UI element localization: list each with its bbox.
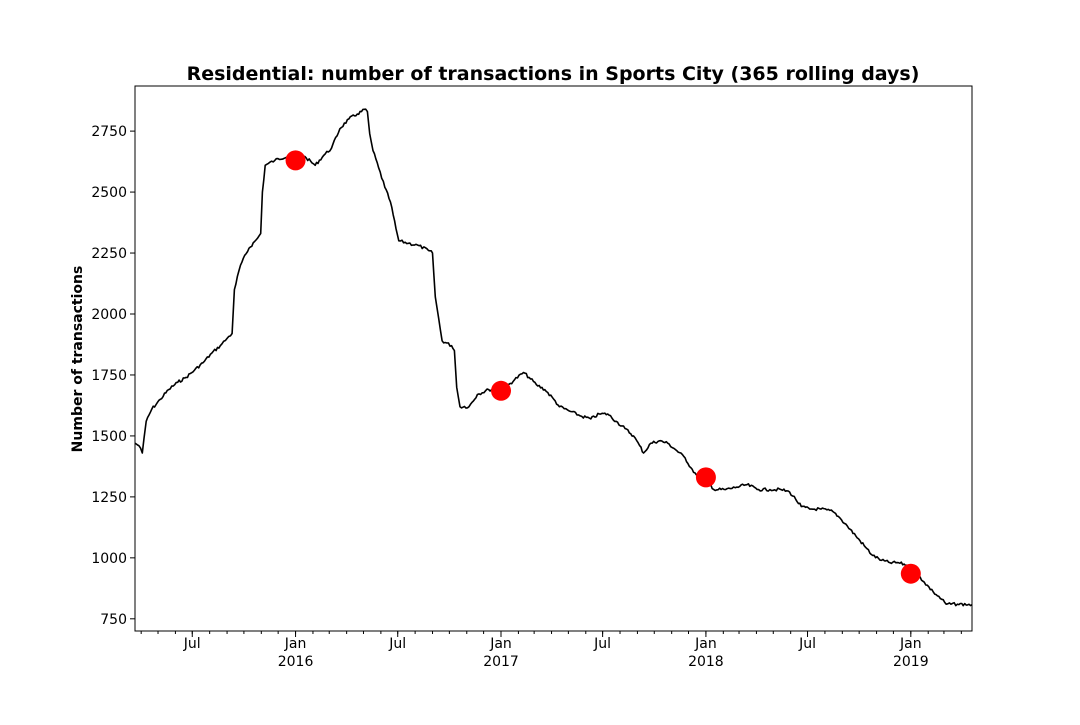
x-tick-label: Jul	[798, 636, 816, 652]
plot-frame	[134, 85, 973, 632]
x-tick-year-label: 2019	[893, 654, 929, 670]
y-tick-label: 2000	[91, 307, 127, 323]
year-start-marker	[900, 563, 921, 584]
plot-area: 750 1000 1250 1500 1750 2000 2250 2500 2750 Jul Ja…	[91, 85, 973, 670]
year-start-marker	[695, 467, 716, 488]
year-start-marker	[491, 380, 512, 401]
x-tick-year-label: 2017	[483, 654, 519, 670]
y-tick-label: 1250	[91, 490, 127, 506]
x-tick-label: Jan	[694, 636, 717, 652]
y-tick-label: 1750	[91, 368, 127, 384]
chart-title: Residential: number of transactions in S…	[187, 63, 920, 85]
x-tick-label: Jul	[593, 636, 611, 652]
y-tick-label: 1000	[91, 551, 127, 567]
y-tick-label: 750	[100, 612, 127, 628]
x-tick-label: Jan	[489, 636, 512, 652]
x-tick-year-label: 2018	[688, 654, 724, 670]
series-line	[134, 108, 973, 607]
x-tick-label: Jul	[388, 636, 406, 652]
x-tick-label: Jan	[284, 636, 307, 652]
year-start-marker	[285, 150, 306, 171]
y-tick-label: 1500	[91, 429, 127, 445]
y-tick-label: 2500	[91, 185, 127, 201]
x-tick-year-label: 2016	[278, 654, 314, 670]
y-tick-label: 2250	[91, 246, 127, 262]
y-tick-label: 2750	[91, 124, 127, 140]
x-tick-label: Jul	[183, 636, 201, 652]
x-tick-label: Jan	[899, 636, 922, 652]
y-axis-label: Number of transactions	[70, 266, 86, 453]
